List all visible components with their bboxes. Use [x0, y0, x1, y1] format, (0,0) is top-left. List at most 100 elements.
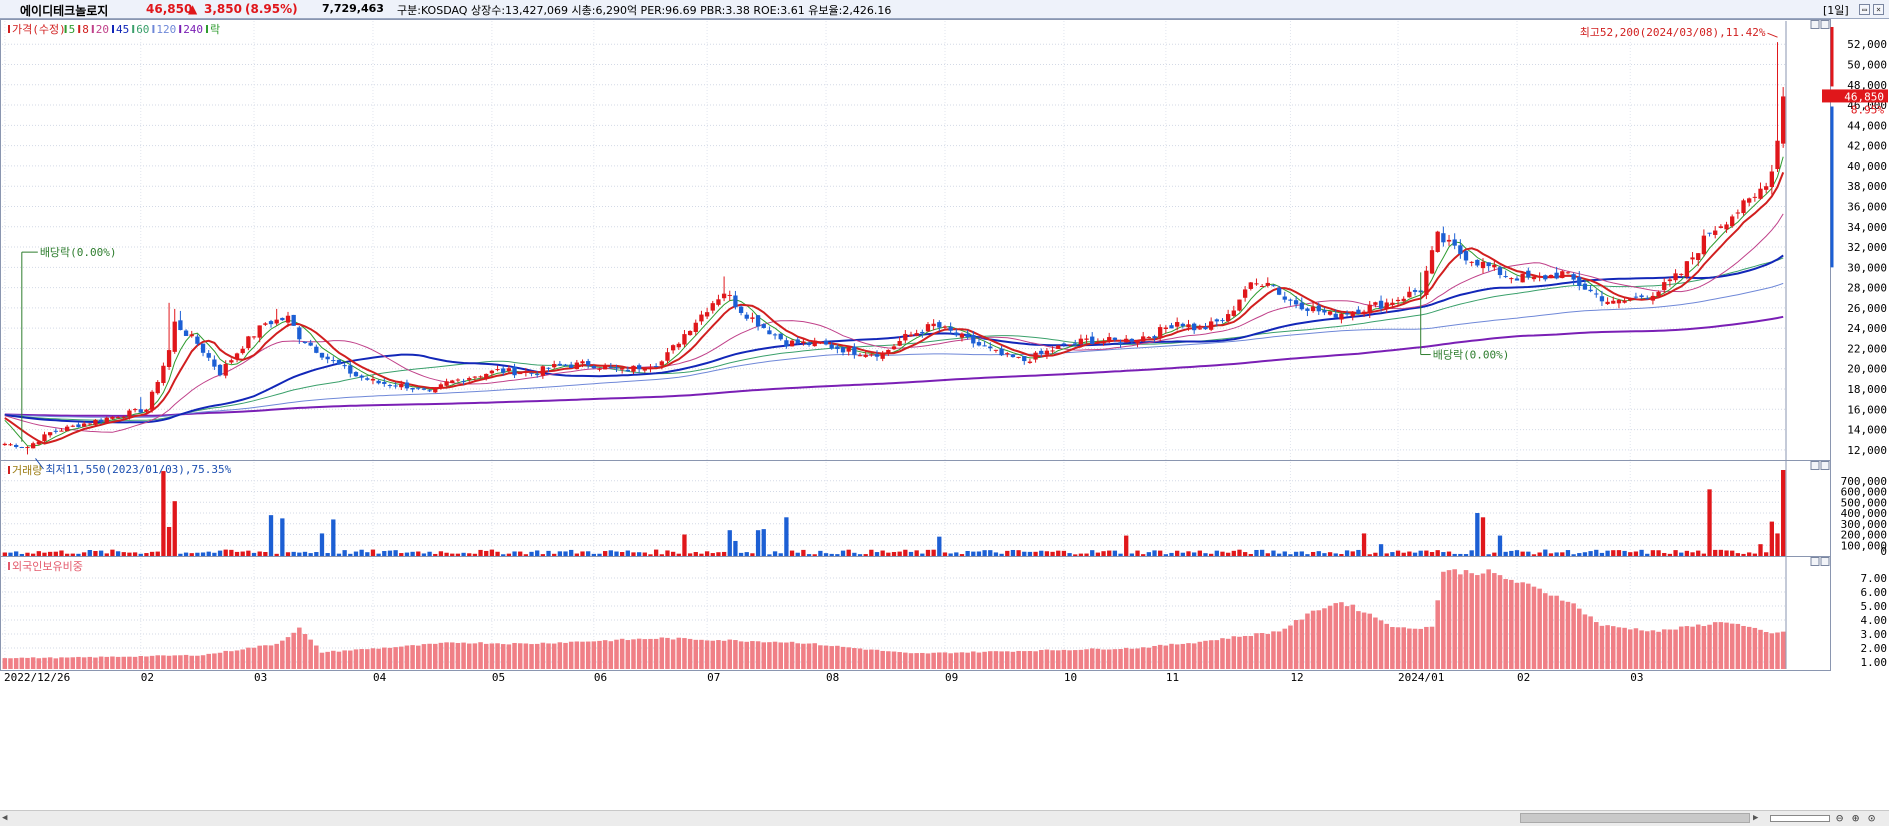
candle-body [1497, 267, 1503, 275]
price-tick-label: 48,000 [1847, 79, 1887, 92]
foreign-ratio-bar [857, 648, 863, 669]
candle-body [1231, 310, 1236, 316]
volume-bar [512, 551, 517, 556]
scroll-right-arrow[interactable]: ▶ [1753, 813, 1759, 823]
foreign-ratio-bar [750, 641, 755, 669]
volume-bar [410, 551, 415, 556]
close-icon[interactable]: × [1873, 4, 1884, 15]
pane-restore-icon [1810, 20, 1820, 29]
foreign-ratio-bar [1248, 636, 1254, 669]
foreign-ratio-bar [727, 639, 733, 669]
volume-bar [653, 549, 659, 556]
volume-bar [1254, 549, 1259, 556]
volume-bar [1633, 551, 1639, 556]
foreign-ratio-bar [1554, 595, 1559, 669]
volume-bar [620, 552, 625, 556]
volume-bar [1124, 535, 1129, 556]
candle-body [1395, 299, 1401, 302]
foreign-ratio-bar [1775, 632, 1780, 669]
volume-bar [965, 551, 970, 556]
volume-bar [98, 550, 104, 556]
volume-bar [1373, 552, 1378, 556]
candle-body [1197, 328, 1202, 330]
volume-bar [1684, 550, 1690, 556]
foreign-ratio-bar [925, 653, 931, 669]
foreign-ratio-bar [240, 649, 245, 669]
restore-icon[interactable]: ▭ [1859, 4, 1870, 15]
foreign-ratio-bar [1667, 629, 1673, 669]
candle-body [948, 326, 953, 331]
candle-body [1758, 188, 1763, 199]
candle-body [1684, 261, 1690, 277]
volume-bar [1537, 552, 1542, 556]
volume-bar [149, 551, 155, 556]
volume-bar [1486, 554, 1491, 556]
foreign-ratio-bar [1016, 650, 1021, 669]
foreign-ratio-bar [149, 655, 155, 669]
candle-body [416, 387, 421, 389]
foreign-ratio-bar [1191, 643, 1197, 669]
volume-bar [806, 554, 812, 556]
volume-bar [1101, 551, 1106, 556]
candle-body [716, 299, 721, 305]
candle-body [138, 409, 143, 413]
foreign-tick-label: 1.00 [1861, 656, 1888, 669]
volume-bar [263, 551, 268, 556]
scroll-left-arrow[interactable]: ◀ [2, 813, 8, 823]
candle-body [614, 367, 619, 369]
foreign-ratio-bar [1673, 629, 1678, 669]
candle-body [1010, 355, 1016, 358]
volume-bar [1039, 550, 1044, 556]
volume-bar [886, 552, 891, 556]
foreign-ratio-bar [1644, 631, 1650, 669]
volume-bar [891, 551, 897, 556]
foreign-ratio-bar [416, 645, 421, 669]
candle-body [450, 380, 455, 383]
volume-bar [172, 501, 177, 556]
candle-body [1107, 337, 1112, 341]
candle-body [1514, 278, 1520, 281]
dividend-annotation: 배당락(0.00%) [40, 246, 117, 259]
scroll-thumb[interactable] [1520, 813, 1750, 823]
candle-body [925, 324, 931, 332]
volume-bar [501, 554, 506, 556]
volume-bar [1667, 553, 1673, 556]
volume-bar [1401, 552, 1406, 556]
volume-bar [1231, 550, 1236, 556]
volume-bar [478, 549, 483, 556]
price-tick-label: 28,000 [1847, 282, 1887, 295]
candle-body [931, 323, 936, 327]
candle-body [365, 378, 370, 380]
foreign-ratio-bar [1526, 583, 1531, 669]
volume-bar [1492, 552, 1497, 556]
stock-chart[interactable]: 가격(수정) 5 8 20 45 60 120 240 락 거래량 외국인보유비중 12,000… [0, 19, 1889, 810]
candle-body [1061, 343, 1067, 345]
candle-body [280, 317, 285, 321]
volume-bar [1192, 552, 1197, 556]
volume-bar [1690, 552, 1695, 556]
foreign-ratio-bar [1384, 623, 1389, 669]
zoom-in-icon[interactable]: ⊕ [1852, 811, 1860, 825]
candle-body [189, 334, 194, 337]
foreign-ratio-bar [314, 645, 319, 669]
candle-body [846, 347, 851, 352]
price-tick-label: 18,000 [1847, 383, 1887, 396]
period-selector[interactable]: [1일] [1823, 4, 1849, 17]
foreign-ratio-bar [1594, 622, 1599, 669]
volume-bar [591, 553, 596, 556]
candle-body [1152, 336, 1157, 339]
candle-body [1781, 96, 1786, 144]
foreign-ratio-bar [1724, 622, 1729, 669]
volume-pane: 거래량 [2, 464, 1786, 556]
foreign-ratio-bar [1344, 606, 1350, 669]
zoom-fit-icon[interactable]: ⊙ [1868, 811, 1876, 825]
volume-bar [738, 552, 744, 556]
zoom-out-icon[interactable]: ⊖ [1836, 811, 1844, 825]
candle-body [857, 355, 863, 357]
horizontal-scrollbar[interactable]: ◀ ▶ ⊖ ⊕ ⊙ [0, 810, 1889, 826]
zoom-slider[interactable] [1770, 815, 1830, 822]
volume-bar [1412, 552, 1418, 556]
candle-body [393, 385, 398, 387]
candle-body [767, 330, 772, 335]
candle-body [166, 350, 172, 367]
